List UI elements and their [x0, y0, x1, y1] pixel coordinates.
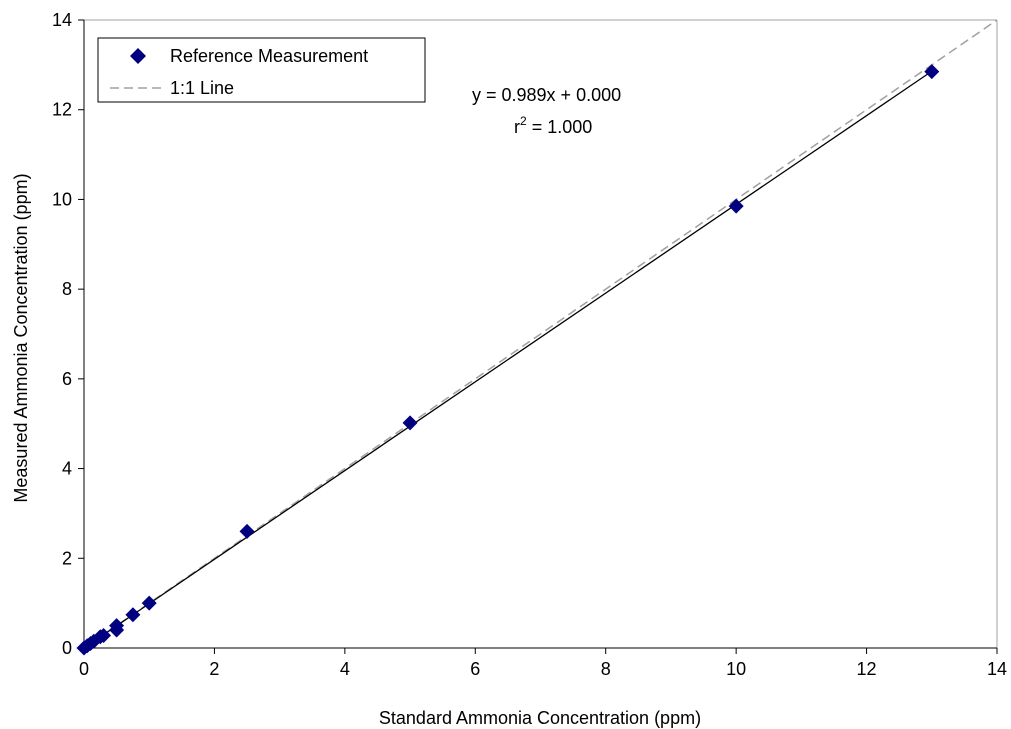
data-point-diamond	[109, 622, 125, 638]
r-squared-value: = 1.000	[527, 117, 593, 137]
y-tick-label: 4	[62, 459, 72, 479]
r-squared-exponent: 2	[520, 114, 527, 128]
y-tick-label: 6	[62, 369, 72, 389]
data-point-diamond	[141, 595, 157, 611]
data-point-diamond	[125, 607, 141, 623]
regression-equation: y = 0.989x + 0.000	[472, 85, 621, 105]
x-tick-label: 0	[79, 659, 89, 679]
x-tick-label: 14	[987, 659, 1007, 679]
legend-label-one-to-one: 1:1 Line	[170, 78, 234, 98]
data-point-diamond	[728, 198, 744, 214]
x-tick-label: 4	[340, 659, 350, 679]
y-tick-label: 12	[52, 100, 72, 120]
y-tick-label: 0	[62, 638, 72, 658]
legend-label-reference-measurement: Reference Measurement	[170, 46, 368, 66]
x-tick-label: 12	[857, 659, 877, 679]
legend-marker-reference-measurement	[130, 48, 146, 64]
data-point-diamond	[924, 64, 940, 80]
r-squared-symbol: r	[514, 117, 520, 137]
data-point-diamond	[96, 627, 112, 643]
y-tick-label: 14	[52, 10, 72, 30]
y-tick-label: 10	[52, 189, 72, 209]
legend-box	[97, 37, 426, 103]
plot-elements: 0 2 4 6 8 10 12 14 0 2 4 6 8 10 12 14	[52, 10, 1007, 679]
one-to-one-line	[83, 19, 998, 649]
regression-line	[83, 70, 933, 649]
x-tick-label: 10	[726, 659, 746, 679]
x-tick-label: 6	[470, 659, 480, 679]
legend: Reference Measurement 1:1 Line	[97, 37, 426, 103]
r-squared-annotation: r2 = 1.000	[514, 114, 592, 137]
y-axis-title: Measured Ammonia Concentration (ppm)	[11, 173, 31, 502]
y-tick-label: 2	[62, 548, 72, 568]
x-tick-label: 2	[209, 659, 219, 679]
x-tick-label: 8	[601, 659, 611, 679]
data-point-diamond	[239, 523, 255, 539]
y-tick-label: 8	[62, 279, 72, 299]
x-axis-title: Standard Ammonia Concentration (ppm)	[379, 708, 701, 728]
data-point-diamond	[402, 415, 418, 431]
